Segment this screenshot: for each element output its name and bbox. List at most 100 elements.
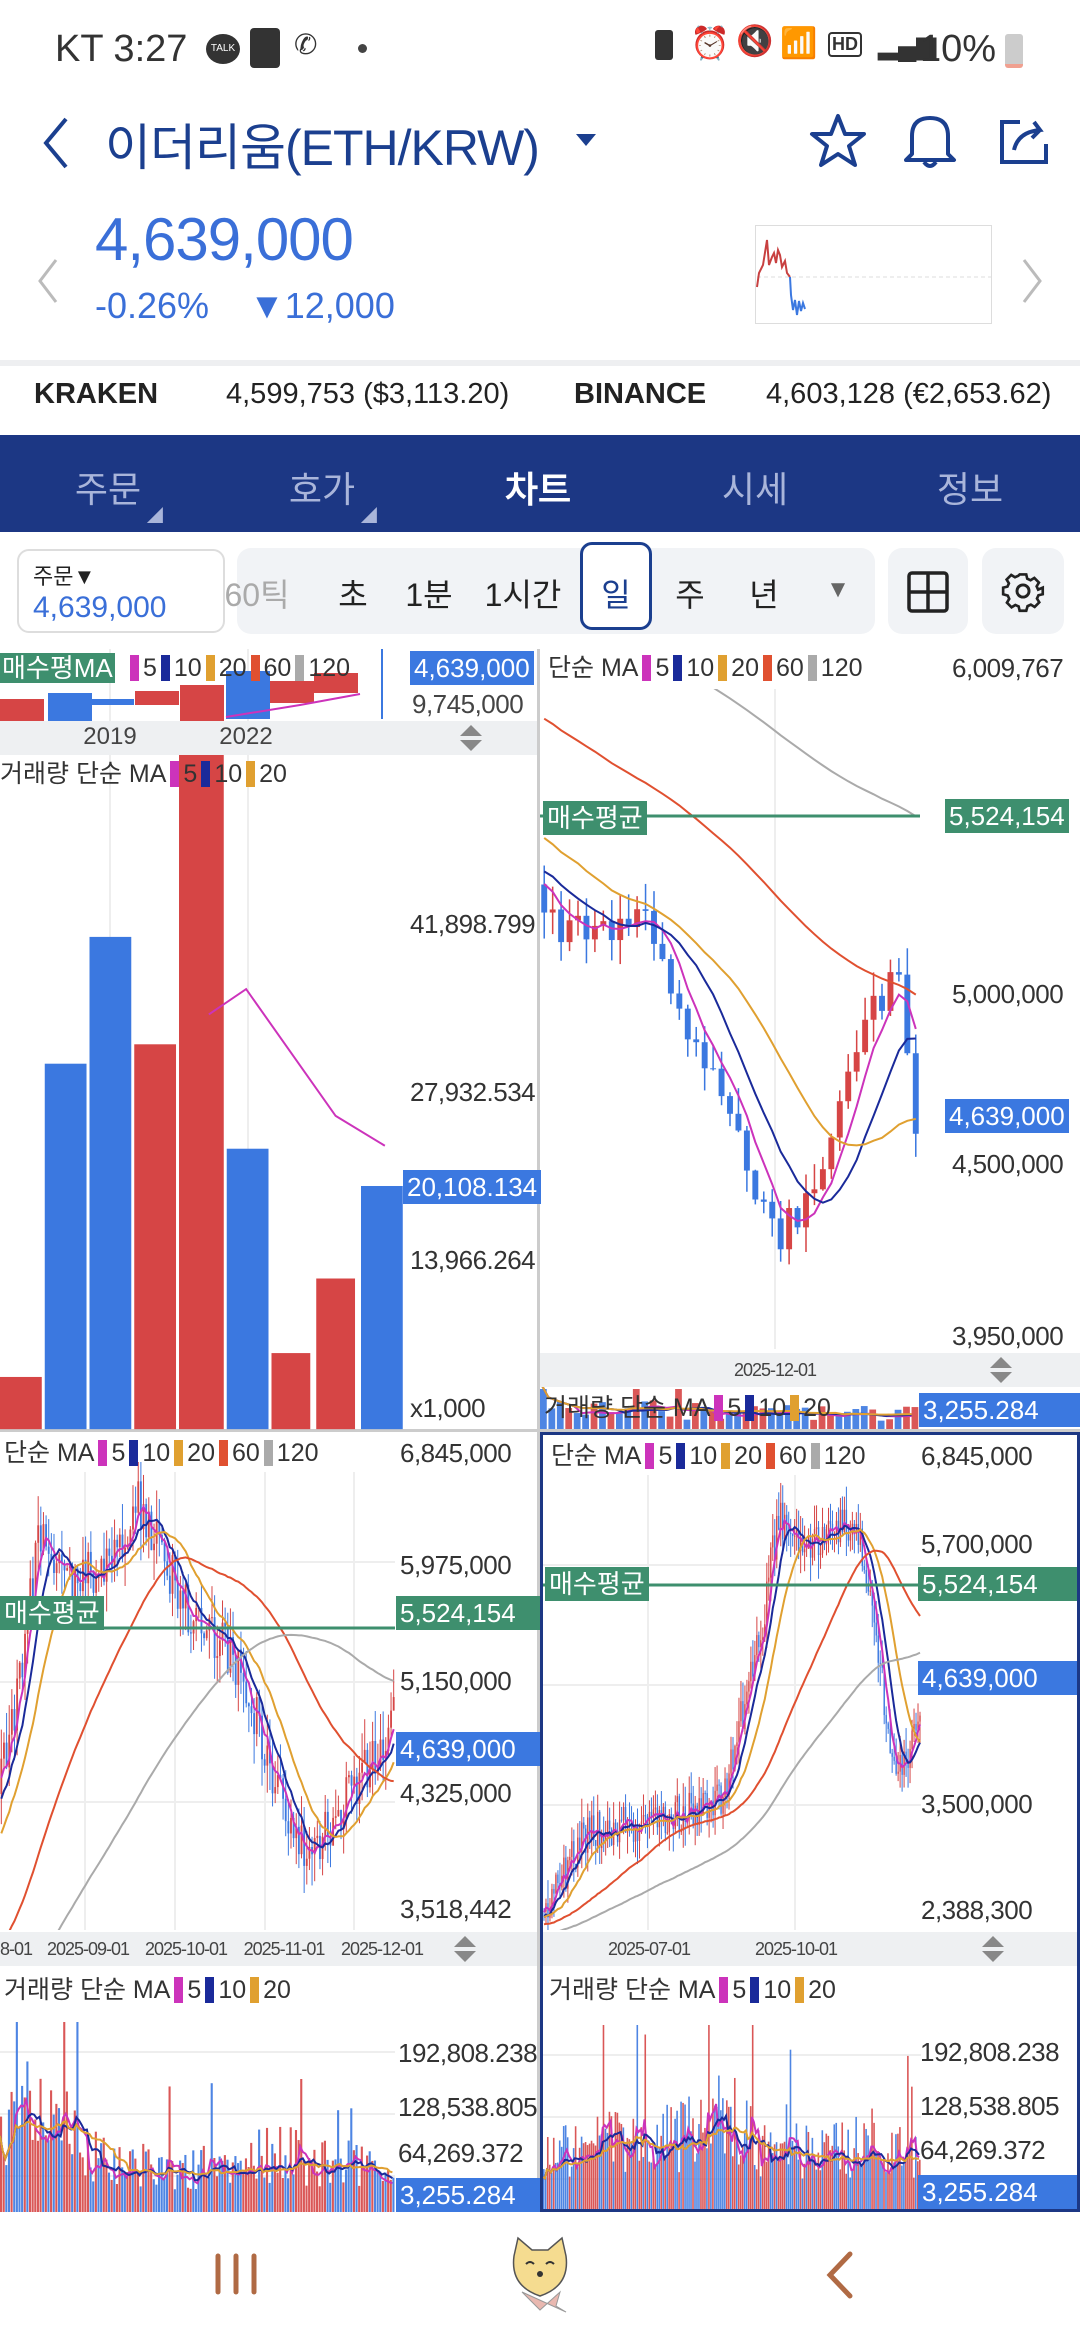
- volume-bar: [732, 2156, 734, 2209]
- back-icon[interactable]: [822, 2250, 858, 2300]
- interval-more-icon[interactable]: ▼: [826, 576, 850, 603]
- page-title[interactable]: 이더리움(ETH/KRW): [105, 108, 540, 180]
- candle-body: [897, 1771, 899, 1774]
- layout-button[interactable]: [888, 548, 968, 634]
- candle-body: [342, 1818, 345, 1830]
- recent-apps-icon[interactable]: [212, 2252, 260, 2296]
- down-arrow-icon: ▼: [249, 285, 285, 326]
- candle-body: [651, 910, 657, 944]
- candle-body: [237, 1649, 240, 1685]
- volume-bar: [381, 2180, 384, 2212]
- interval-day[interactable]: 일: [601, 577, 631, 613]
- volume-bar: [658, 1411, 665, 1429]
- title-dropdown-icon[interactable]: [576, 134, 596, 146]
- candle-body: [793, 1535, 796, 1537]
- resize-handle-icon[interactable]: [980, 1934, 1006, 1964]
- volume-bar: [584, 2142, 587, 2209]
- candle-body: [658, 1810, 661, 1828]
- candle-body: [891, 1752, 893, 1757]
- candle-body: [885, 1715, 887, 1724]
- candle-body: [382, 1739, 385, 1760]
- candle-body: [869, 1590, 871, 1592]
- volume-bar: [694, 2161, 696, 2209]
- bell-icon[interactable]: [902, 110, 958, 170]
- ma20-swatch: [250, 1977, 260, 2003]
- order-price-box[interactable]: 주문▼ 4,639,000: [17, 549, 225, 633]
- candle-body: [662, 1806, 665, 1818]
- interval-second[interactable]: 초: [338, 577, 368, 613]
- candle-body: [575, 915, 581, 921]
- tab-info[interactable]: 정보: [937, 461, 1003, 513]
- interval-week[interactable]: 주: [675, 577, 705, 613]
- resize-handle-icon[interactable]: [988, 1355, 1014, 1385]
- volume-bar: [129, 2151, 132, 2212]
- candle-body: [126, 1547, 129, 1549]
- tab-orderbook[interactable]: 호가: [289, 461, 378, 523]
- volume-bar: [817, 2152, 820, 2209]
- candle-body: [803, 1193, 809, 1228]
- interval-selector: 60틱 초 1분 1시간 일 주 년 ▼: [224, 542, 875, 634]
- volume-bar: [360, 1186, 403, 1430]
- pane-br-chart[interactable]: [543, 1435, 1077, 2209]
- tab-order[interactable]: 주문: [75, 461, 164, 523]
- volume-bar: [189, 2188, 192, 2212]
- next-coin-icon[interactable]: [1020, 258, 1044, 304]
- yearly-candle: [90, 699, 134, 705]
- pane-top-left[interactable]: 매수평MA 5 10 20 60 120 4,639,000 9,745,000…: [0, 649, 542, 1432]
- pane-bottom-left[interactable]: 단순 MA 5 10 20 60 120 6,845,000 5,975,000…: [0, 1432, 540, 2212]
- volume-bar: [630, 2142, 633, 2209]
- interval-day-selected[interactable]: [580, 542, 652, 630]
- volume-bar: [678, 2172, 680, 2209]
- volume-bar: [292, 2174, 295, 2212]
- volume-bar: [562, 2126, 565, 2209]
- pane-bottom-right-selected[interactable]: 단순 MA 5 10 20 60 120 6,845,000 5,700,000…: [540, 1432, 1080, 2212]
- resize-handle-icon[interactable]: [458, 723, 484, 753]
- candle-body: [571, 1841, 573, 1857]
- candle-body: [597, 1811, 599, 1846]
- volume-bar: [803, 2163, 806, 2209]
- interval-year[interactable]: 년: [749, 577, 779, 613]
- ma10-label: 10: [686, 654, 715, 682]
- volume-bar: [771, 2153, 774, 2209]
- resize-handle-icon[interactable]: [452, 1934, 478, 1964]
- candle-body: [917, 1721, 919, 1731]
- mini-chart[interactable]: [755, 225, 993, 325]
- candle-body: [229, 1637, 232, 1673]
- volume-bar: [620, 2123, 623, 2209]
- volume-bar: [0, 1376, 42, 1430]
- interval-60tick[interactable]: 60틱: [224, 577, 290, 613]
- volume-bar: [895, 2134, 897, 2209]
- pane-top-right[interactable]: 단순 MA 5 10 20 60 120 6,009,767 매수평균 5,52…: [540, 649, 1080, 1432]
- candle-body: [606, 1820, 609, 1836]
- tab-market[interactable]: 시세: [722, 461, 788, 513]
- pane-tr-chart[interactable]: [540, 649, 1080, 1432]
- volume-bar: [819, 2170, 822, 2209]
- chevron-left-icon[interactable]: [38, 115, 74, 171]
- axis-label: 192,808.238: [920, 2037, 1060, 2067]
- candle-body: [654, 1807, 657, 1810]
- prev-coin-icon[interactable]: [36, 258, 60, 304]
- volume-bar: [696, 2153, 698, 2209]
- home-shiba-icon[interactable]: [500, 2236, 580, 2316]
- candle-body: [95, 1578, 98, 1593]
- candle-body: [772, 1535, 774, 1548]
- volume-bar: [564, 2125, 567, 2209]
- volume-bar: [50, 2090, 53, 2212]
- candle-body: [877, 1635, 879, 1663]
- volume-bar: [720, 2110, 722, 2209]
- candle-body: [608, 921, 615, 941]
- settings-button[interactable]: [982, 548, 1064, 634]
- candle-body: [211, 1617, 213, 1619]
- date-label: 2025-09-01: [46, 1939, 130, 1959]
- volume-tag: 3,255.284: [396, 2178, 540, 2212]
- interval-1min[interactable]: 1분: [405, 577, 453, 613]
- candle-body: [752, 1661, 754, 1677]
- ma5-label: 5: [187, 1976, 202, 2004]
- star-icon[interactable]: [808, 112, 868, 170]
- candle-body: [811, 1538, 814, 1558]
- ma10-swatch: [750, 1977, 760, 2003]
- interval-1hour[interactable]: 1시간: [484, 577, 562, 613]
- volume-bar: [176, 2174, 179, 2212]
- tab-chart[interactable]: 차트: [505, 461, 571, 513]
- share-icon[interactable]: [996, 112, 1052, 168]
